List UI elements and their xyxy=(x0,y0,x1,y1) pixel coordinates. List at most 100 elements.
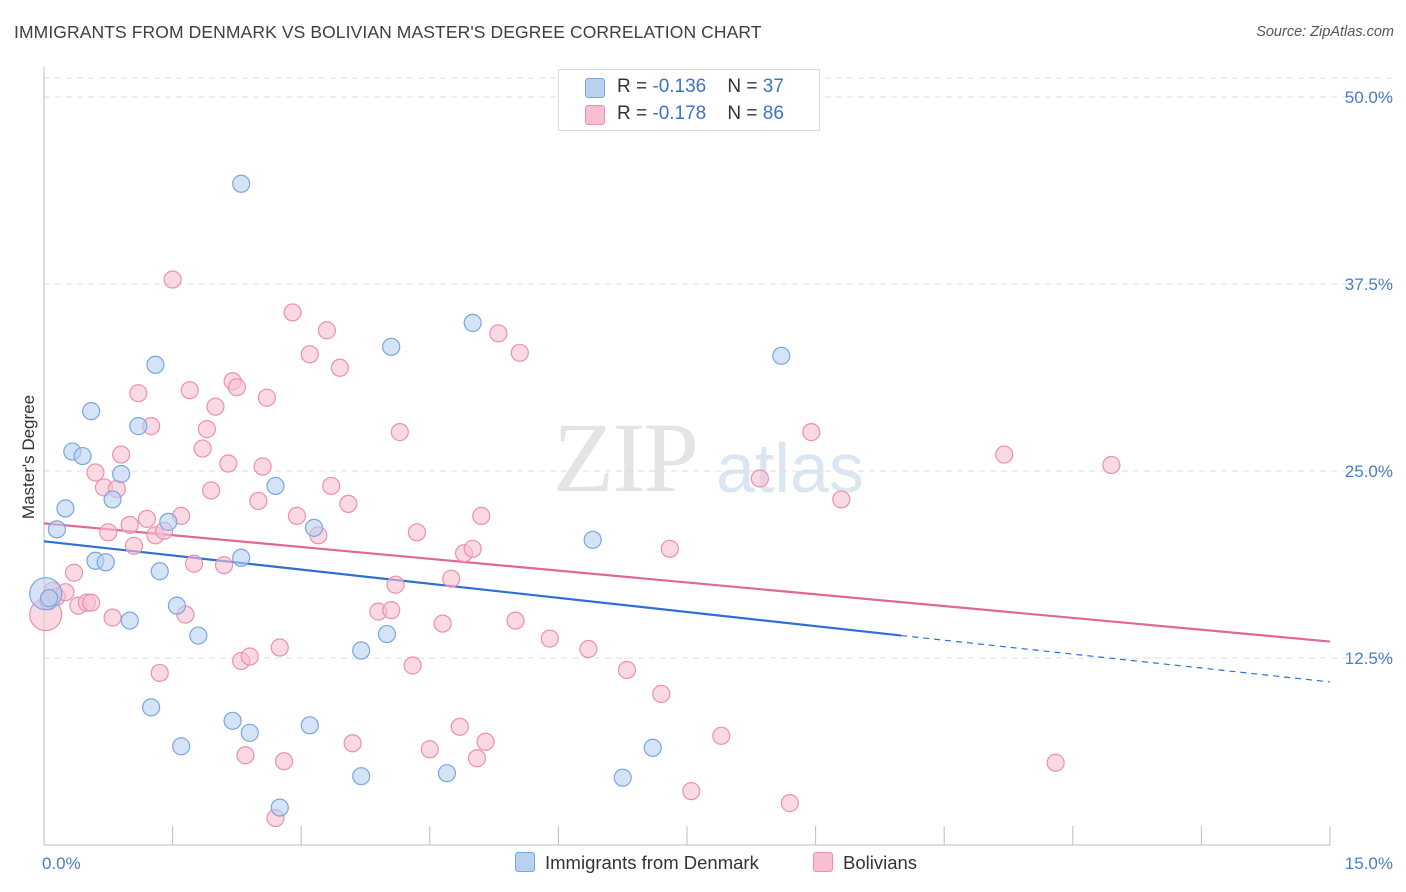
denmark-point xyxy=(266,476,285,496)
bolivians-point xyxy=(510,343,529,362)
gridlines xyxy=(44,77,1395,659)
denmark-point xyxy=(304,518,324,537)
bolivians-point xyxy=(832,490,851,509)
chart-title: IMMIGRANTS FROM DENMARK VS BOLIVIAN MAST… xyxy=(14,22,762,42)
bolivians-point xyxy=(193,439,212,458)
bolivians-point xyxy=(283,303,302,322)
axes xyxy=(43,67,1331,846)
bolivians-point xyxy=(99,523,118,542)
bolivians-point xyxy=(112,445,131,464)
bolivians-point xyxy=(129,384,148,403)
bolivians-trend-line xyxy=(43,522,1331,643)
bolivians-point xyxy=(407,523,427,542)
denmark-point xyxy=(120,611,139,630)
x-tick-label: 0.0% xyxy=(42,854,81,873)
y-tick-label: 12.5% xyxy=(1345,649,1393,668)
denmark-point xyxy=(232,174,251,193)
bolivians-point xyxy=(1102,455,1121,475)
bolivians-point xyxy=(1046,753,1065,772)
bolivians-point xyxy=(489,324,508,343)
bolivians-point xyxy=(287,506,307,525)
denmark-point xyxy=(232,548,251,567)
bolivians-point xyxy=(163,270,182,289)
legend-n-value: 86 xyxy=(762,103,784,124)
bolivians-point xyxy=(995,445,1014,464)
denmark-point xyxy=(40,589,59,608)
bolivians-point xyxy=(236,746,255,765)
bolivians-point xyxy=(240,647,259,666)
bolivians-point xyxy=(712,726,731,745)
legend-swatch-bolivians xyxy=(585,105,605,125)
bolivians-point xyxy=(467,749,487,768)
bottom-legend-denmark: Immigrants from Denmark xyxy=(515,852,759,874)
watermark-zip: ZIP xyxy=(553,402,699,513)
bottom-legend-swatch-denmark xyxy=(515,852,535,872)
bolivians-point xyxy=(206,397,225,416)
tick-labels: 12.5% 25.0% 37.5% 50.0% 0.0% 15.0% Master's De… xyxy=(19,88,1393,873)
legend-swatch-denmark xyxy=(585,78,605,98)
bolivians-point xyxy=(579,639,598,659)
y-tick-label: 50.0% xyxy=(1345,88,1393,107)
legend-n-label: N = xyxy=(727,103,763,124)
bolivians-point xyxy=(253,457,272,476)
denmark-point xyxy=(142,698,161,717)
bolivians-point xyxy=(386,575,405,594)
bolivians-point xyxy=(652,684,671,704)
denmark-point xyxy=(377,624,397,644)
bolivians-point xyxy=(227,378,246,397)
bolivians-point xyxy=(382,601,401,620)
denmark-point xyxy=(167,596,186,615)
bolivians-point xyxy=(506,611,525,630)
denmark-point xyxy=(73,446,92,466)
denmark-point xyxy=(463,313,482,332)
denmark-point xyxy=(240,723,259,742)
denmark-trend-extension xyxy=(901,634,1331,683)
bottom-legend-swatch-bolivians xyxy=(813,852,833,872)
denmark-trend-line xyxy=(43,540,902,637)
bolivians-point xyxy=(124,536,144,555)
bolivians-point xyxy=(433,614,452,633)
denmark-point xyxy=(47,520,66,539)
legend-r-value: -0.178 xyxy=(652,103,707,124)
bolivians-point xyxy=(64,563,84,582)
denmark-point xyxy=(583,530,602,549)
denmark-point xyxy=(172,737,191,756)
bolivians-point xyxy=(180,381,199,400)
denmark-point xyxy=(129,417,148,436)
bolivians-point xyxy=(330,358,349,377)
denmark-point xyxy=(437,764,457,783)
source-label: Source: ZipAtlas.com xyxy=(1256,24,1394,40)
bolivians-point xyxy=(420,740,439,759)
y-axis-title: Master's Degree xyxy=(19,395,38,519)
bolivians-point xyxy=(339,494,358,514)
denmark-point xyxy=(82,402,101,421)
denmark-point xyxy=(772,346,791,365)
data-points xyxy=(29,174,1121,828)
legend-r-label: R = xyxy=(617,103,653,124)
bottom-legend-label-denmark: Immigrants from Denmark xyxy=(545,852,759,873)
bolivians-point xyxy=(322,476,341,496)
denmark-point xyxy=(96,553,115,572)
legend-n-label: N = xyxy=(727,76,763,97)
bolivians-point xyxy=(103,608,122,627)
bolivians-point xyxy=(463,539,482,558)
denmark-point xyxy=(613,768,632,787)
denmark-point xyxy=(352,767,371,786)
bolivians-point xyxy=(403,656,422,675)
bolivians-point xyxy=(137,509,156,528)
denmark-point xyxy=(643,738,662,757)
bolivians-point xyxy=(270,638,289,657)
bolivians-point xyxy=(472,506,491,525)
bolivians-point xyxy=(150,663,169,683)
legend-r-label: R = xyxy=(617,76,653,97)
bolivians-point xyxy=(202,481,221,500)
denmark-point xyxy=(159,512,178,531)
denmark-point xyxy=(146,355,165,374)
x-tick-label: 15.0% xyxy=(1345,854,1393,873)
denmark-point xyxy=(300,716,319,735)
y-tick-label: 37.5% xyxy=(1345,275,1393,294)
bolivians-point xyxy=(802,423,821,442)
bolivians-point xyxy=(442,569,461,588)
bolivians-point xyxy=(249,491,268,511)
denmark-point xyxy=(223,711,242,730)
